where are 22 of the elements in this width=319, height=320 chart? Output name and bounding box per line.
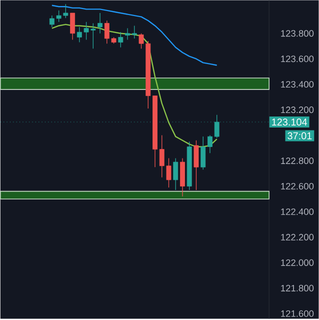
y-tick-label: 122.800 [281, 157, 314, 164]
text: 37:01 [288, 132, 312, 140]
candlestick [194, 140, 199, 190]
y-tick-label: 121.800 [281, 284, 314, 292]
y-tick-label: 123.400 [281, 81, 314, 88]
y-tick-label: 121.600 [281, 310, 314, 317]
candlestick [125, 28, 130, 40]
candlestick [70, 12, 76, 40]
candlestick [208, 134, 213, 154]
candlestick [132, 25, 137, 39]
y-tick-label: 123.600 [281, 56, 314, 62]
y-tick-label: 122.000 [281, 259, 314, 266]
y-tick-label: 123.200 [281, 106, 314, 114]
y-tick-label: 122.200 [281, 234, 314, 240]
y-tick-label: 122.600 [281, 182, 314, 190]
candlestick [200, 136, 206, 170]
candlestick [118, 32, 124, 48]
y-tick-label: 122.400 [281, 208, 314, 215]
candlestick [173, 158, 178, 190]
candlestick [98, 12, 103, 34]
ref-line-label: 123.104 [272, 118, 308, 126]
y-tick-label: 123.800 [281, 30, 314, 37]
